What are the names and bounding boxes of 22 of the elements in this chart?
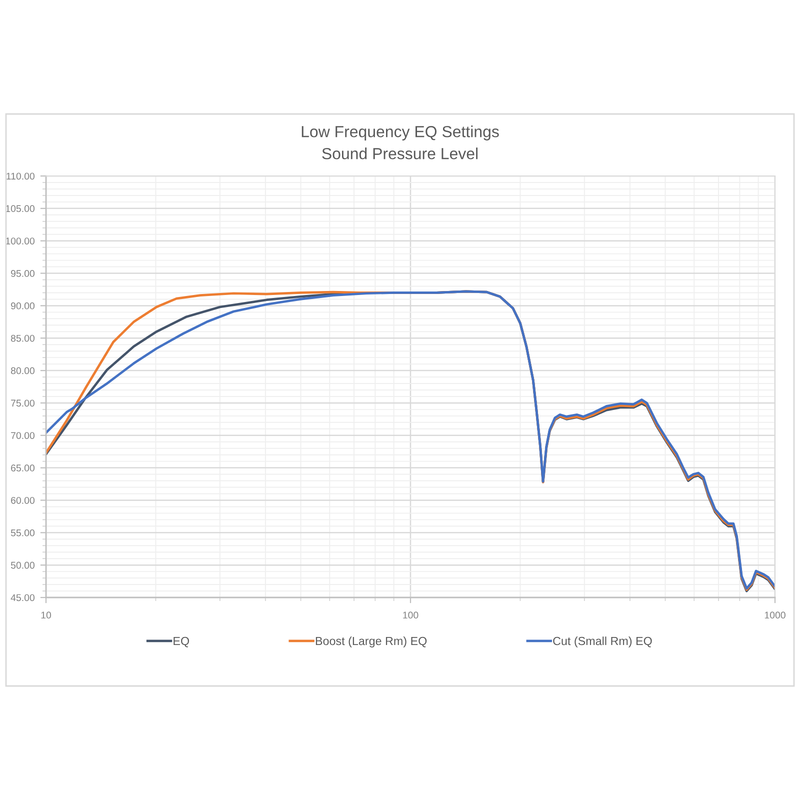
y-tick-label: 95.00 (11, 270, 35, 277)
y-tick-label: 90.00 (11, 302, 35, 310)
y-tick-label: 75.00 (11, 400, 35, 407)
chart-subtitle: Sound Pressure Level (322, 148, 478, 160)
y-tick-label: 60.00 (11, 496, 35, 504)
y-tick-label: 70.00 (11, 432, 35, 440)
x-tick-label: 1000 (764, 612, 786, 619)
y-tick-label: 100.00 (6, 238, 35, 244)
legend-label: Cut (Small Rm) EQ (553, 636, 652, 648)
legend-label: Boost (Large Rm) EQ (316, 636, 427, 648)
x-tick-label: 100 (403, 612, 418, 619)
x-tick-label: 10 (41, 612, 52, 619)
y-tick-label: 110.00 (6, 172, 35, 180)
y-tick-label: 80.00 (10, 367, 35, 374)
y-tick-label: 50.00 (10, 562, 35, 569)
y-tick-label: 45.00 (10, 594, 35, 602)
y-tick-label: 65.00 (11, 464, 35, 472)
chart-title: Low Frequency EQ Settings (302, 126, 499, 140)
y-tick-label: 105.00 (6, 205, 35, 212)
y-tick-label: 55.00 (10, 529, 35, 536)
legend-label: EQ (174, 636, 190, 648)
y-tick-label: 85.00 (10, 334, 35, 342)
